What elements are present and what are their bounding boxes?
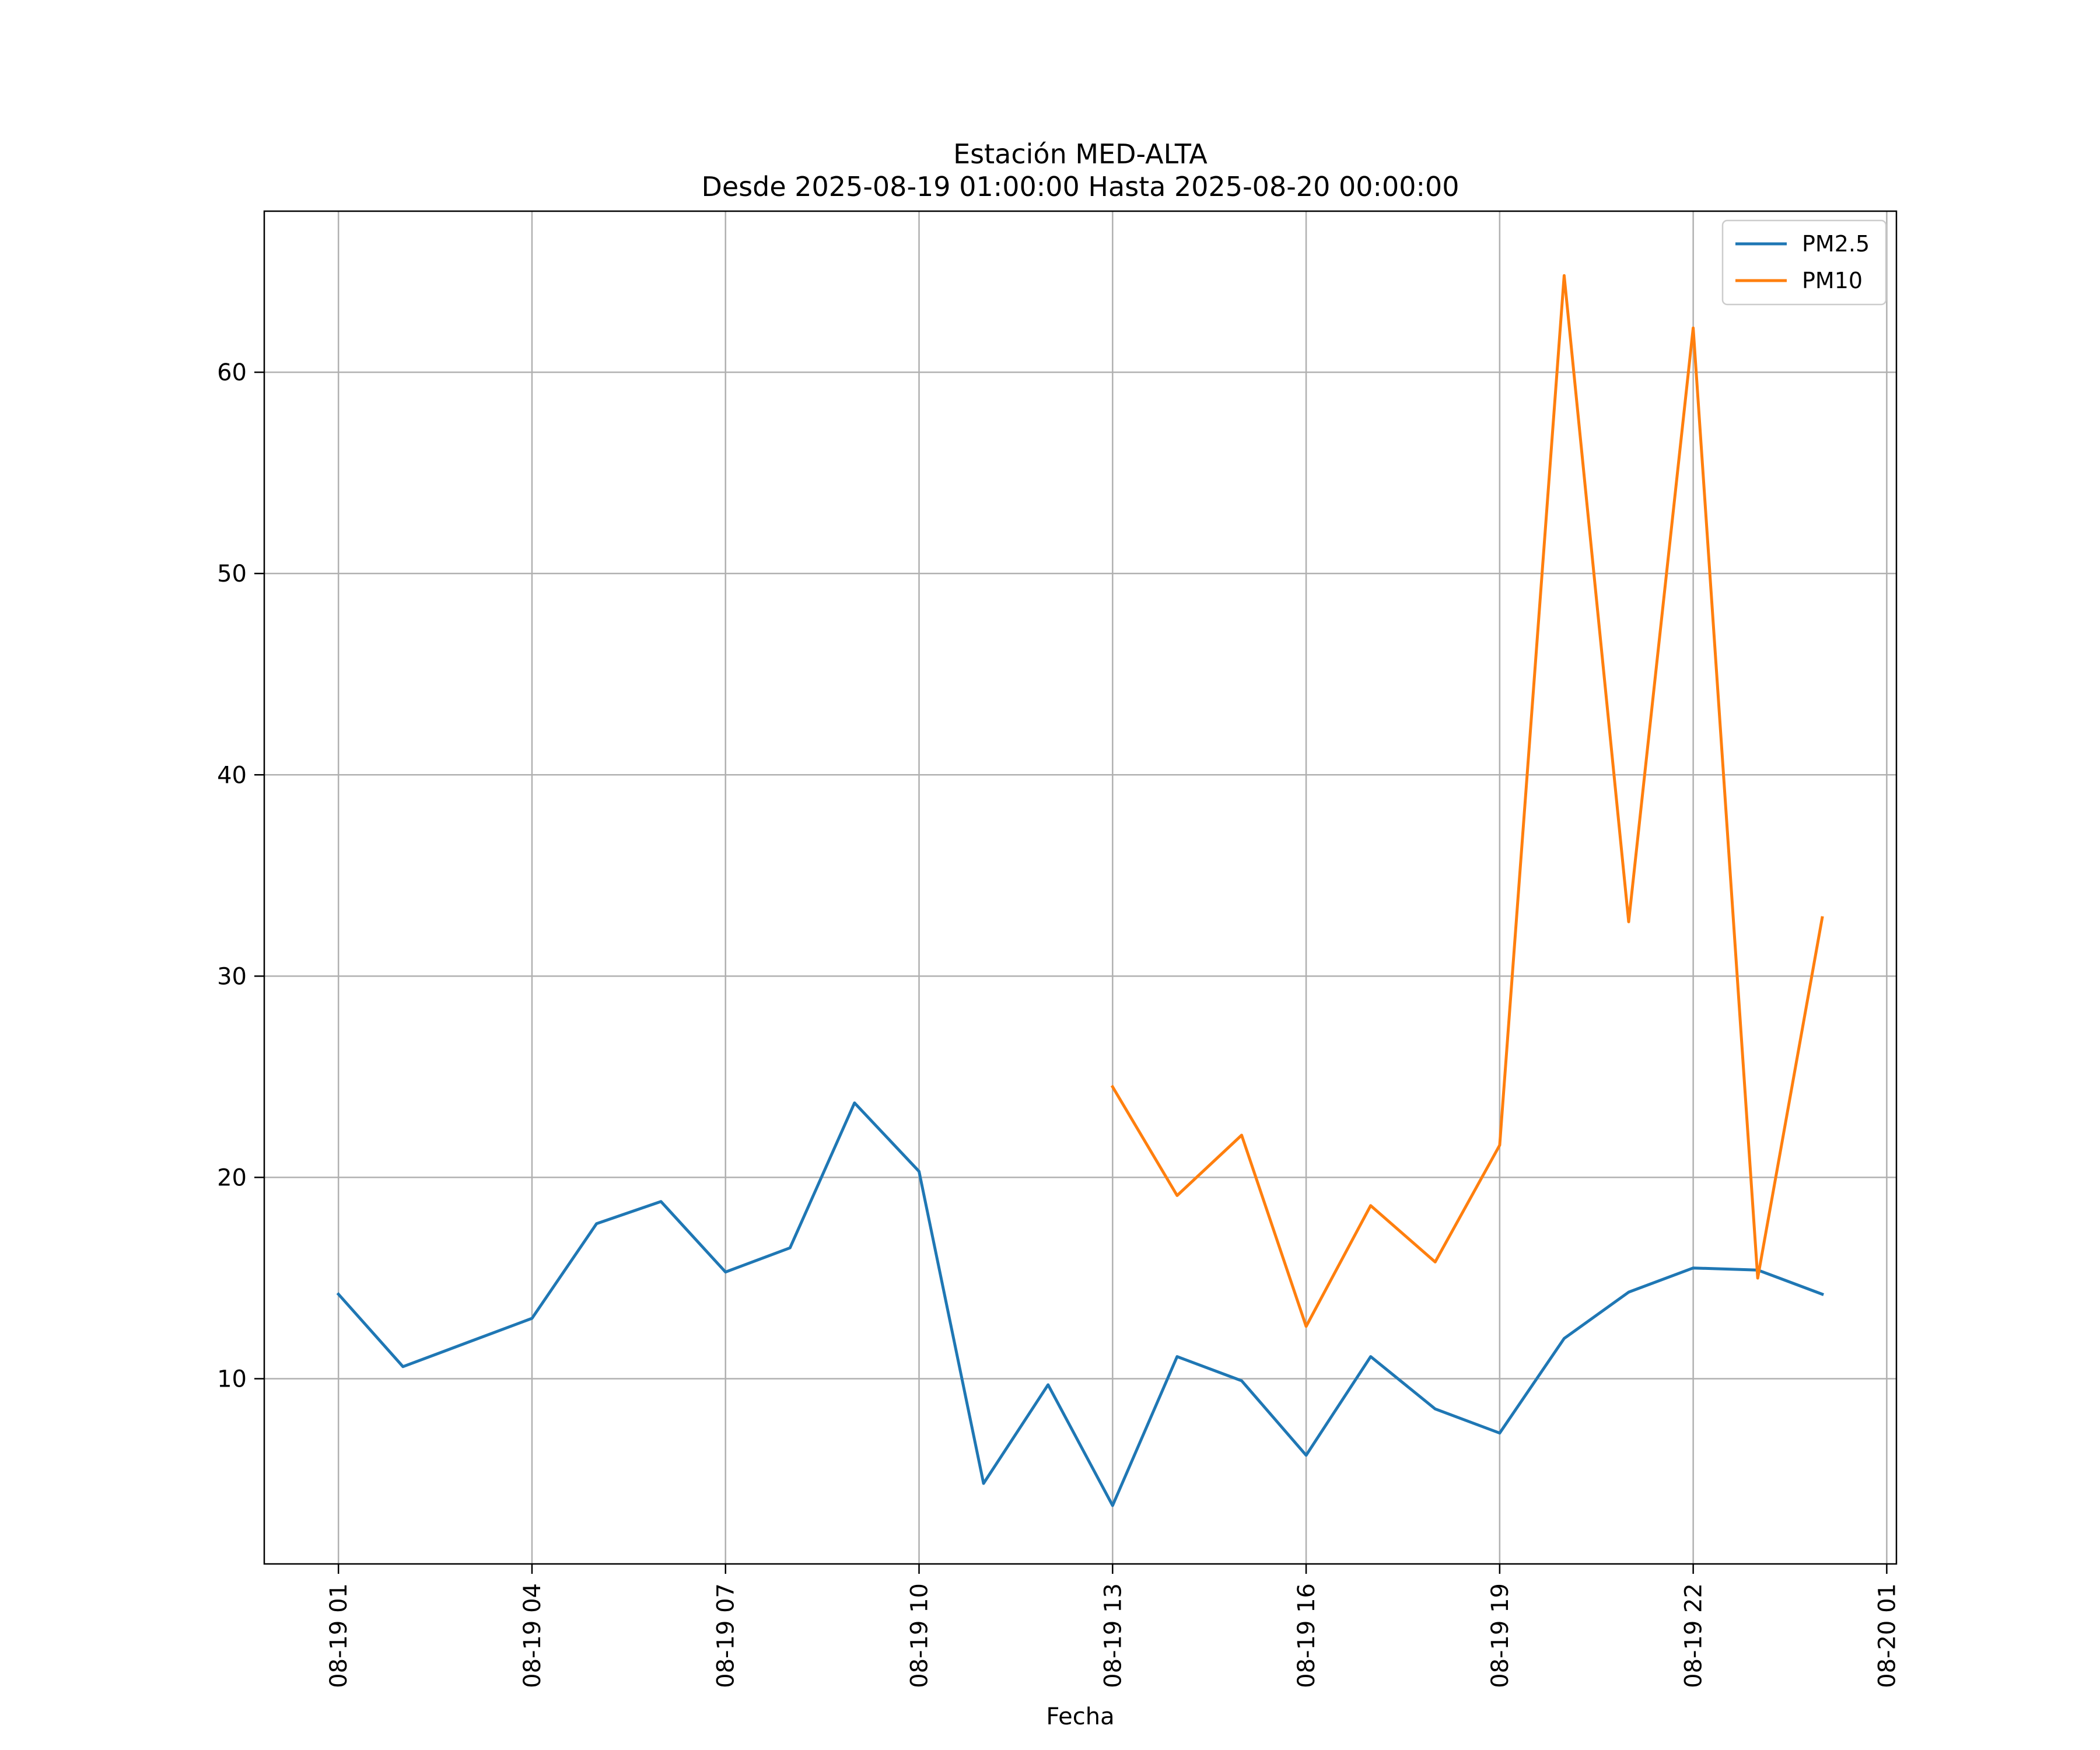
x-tick-label: 08-19 16 xyxy=(1293,1583,1320,1688)
y-tick-label: 20 xyxy=(217,1164,247,1191)
x-tick-label: 08-19 10 xyxy=(907,1583,933,1688)
chart-subtitle: Desde 2025-08-19 01:00:00 Hasta 2025-08-… xyxy=(701,171,1459,202)
legend-label-pm10: PM10 xyxy=(1802,268,1863,293)
x-tick-label: 08-19 13 xyxy=(1100,1583,1126,1688)
x-tick-label: 08-20 01 xyxy=(1874,1583,1901,1688)
x-axis-label: Fecha xyxy=(1046,1703,1114,1730)
axis-ticks: 08-19 01 08-19 04 08-19 07 08-19 10 08-19 13… xyxy=(217,359,1901,1688)
chart-title: Estación MED-ALTA xyxy=(953,138,1208,170)
x-tick-label: 08-19 22 xyxy=(1681,1583,1707,1688)
y-tick-label: 60 xyxy=(217,359,247,386)
legend: PM2.5 PM10 xyxy=(1721,219,1887,306)
y-tick-label: 40 xyxy=(217,762,247,789)
y-tick-label: 50 xyxy=(217,561,247,587)
x-tick-label: 08-19 19 xyxy=(1487,1583,1514,1688)
y-tick-label: 10 xyxy=(217,1366,247,1393)
y-tick-label: 30 xyxy=(217,963,247,990)
plot-area-frame xyxy=(263,210,1898,1565)
x-tick-label: 08-19 04 xyxy=(519,1583,546,1688)
series-line-pm25 xyxy=(336,1101,1825,1507)
legend-label-pm25: PM2.5 xyxy=(1802,231,1870,257)
grid xyxy=(264,211,1896,1564)
legend-box xyxy=(1721,219,1887,306)
series-lines xyxy=(336,274,1825,1507)
x-tick-label: 08-19 01 xyxy=(326,1583,352,1688)
series-line-pm10 xyxy=(1110,274,1824,1328)
x-tick-label: 08-19 07 xyxy=(713,1583,740,1688)
